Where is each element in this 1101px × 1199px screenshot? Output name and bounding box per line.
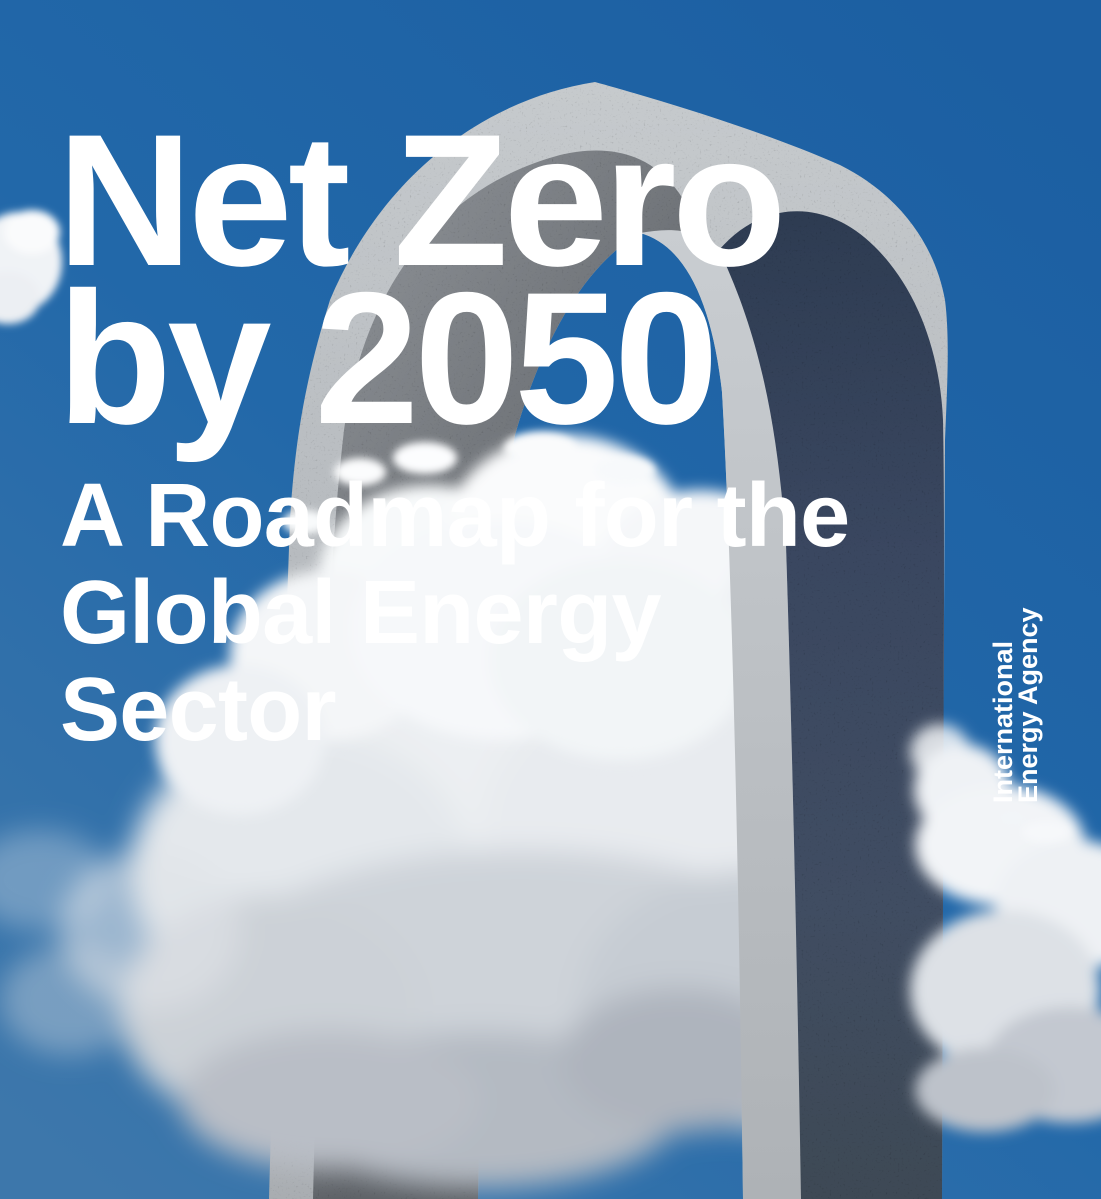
publisher-line-2: Energy Agency xyxy=(1013,607,1043,803)
subtitle-line-2: Global Energy xyxy=(60,563,662,663)
title-line-1: Net Zero xyxy=(57,95,787,305)
right-cloud xyxy=(910,724,1101,1132)
subtitle-line-3: Sector xyxy=(60,660,337,760)
title-line-2: by 2050 xyxy=(57,253,719,463)
subtitle-line-1: A Roadmap for the xyxy=(60,466,850,566)
cover-subtitle: A Roadmap for the Global Energy Sector xyxy=(60,466,850,760)
cover-title: Net Zero by 2050 xyxy=(57,95,787,463)
publisher-wordmark: International Energy Agency xyxy=(988,603,1043,803)
